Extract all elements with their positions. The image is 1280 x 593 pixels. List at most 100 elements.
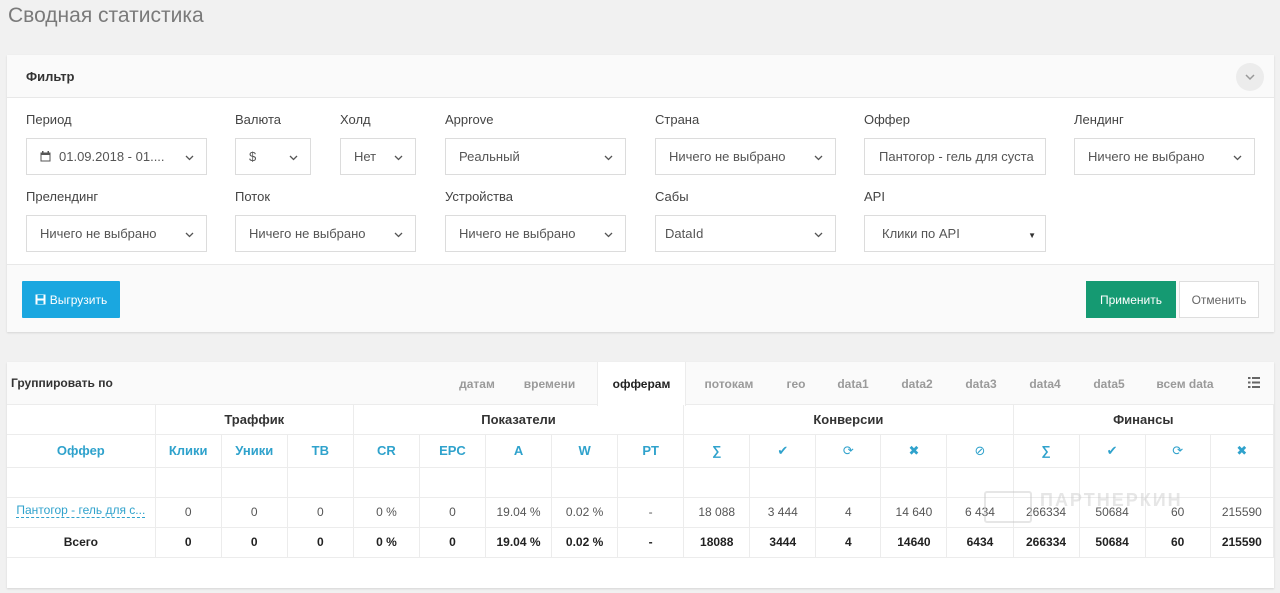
table-cell: 14 640 bbox=[880, 497, 948, 528]
col-pt[interactable]: PT bbox=[617, 434, 685, 468]
check-icon[interactable]: ✔ bbox=[1079, 434, 1146, 468]
tab-data2[interactable]: data2 bbox=[901, 376, 933, 391]
tab-data5[interactable]: data5 bbox=[1093, 376, 1125, 391]
table-row: Пантогор - гель для с... 0 0 0 0 % 0 19.… bbox=[7, 497, 1275, 528]
group-header-row: Траффик Показатели Конверсии Финансы bbox=[7, 405, 1274, 435]
col-cr[interactable]: CR bbox=[353, 434, 420, 468]
hold-value: Нет bbox=[354, 149, 377, 164]
devices-select[interactable]: Ничего не выбрано bbox=[445, 215, 626, 252]
col-epc[interactable]: EPC bbox=[419, 434, 487, 468]
column-header-row: Оффер Клики Уники ТВ CR EPC A W PT ∑ ✔ ⟳… bbox=[7, 434, 1275, 468]
chevron-down-icon bbox=[604, 155, 613, 161]
stats-table: Траффик Показатели Конверсии Финансы Офф… bbox=[7, 405, 1275, 558]
check-icon[interactable]: ✔ bbox=[749, 434, 817, 468]
group-conversions: Конверсии bbox=[683, 405, 1014, 435]
group-finance: Финансы bbox=[1013, 405, 1274, 435]
tab-data4[interactable]: data4 bbox=[1029, 376, 1061, 391]
total-cell: 4 bbox=[815, 527, 882, 558]
collapse-button[interactable] bbox=[1236, 63, 1264, 91]
subs-select[interactable]: DataId bbox=[655, 215, 836, 252]
table-cell: 0 bbox=[419, 497, 487, 528]
calendar-icon bbox=[40, 151, 51, 162]
total-cell: 50684 bbox=[1079, 527, 1146, 558]
chevron-down-icon bbox=[185, 155, 194, 161]
prelanding-select[interactable]: Ничего не выбрано bbox=[26, 215, 207, 252]
chevron-down-icon bbox=[185, 232, 194, 238]
watermark: ПАРТНЕРКИН bbox=[1040, 490, 1183, 510]
total-cell: 19.04 % bbox=[485, 527, 553, 558]
table-cell: 0.02 % bbox=[551, 497, 619, 528]
table-cell: 3 444 bbox=[749, 497, 817, 528]
table-cell: 0 bbox=[287, 497, 354, 528]
period-label: Период bbox=[26, 112, 72, 127]
tab-geo[interactable]: гео bbox=[786, 376, 806, 391]
devices-value: Ничего не выбрано bbox=[459, 226, 576, 241]
api-select[interactable]: Клики по API ▼ bbox=[864, 215, 1046, 252]
columns-menu-icon[interactable] bbox=[1248, 377, 1260, 388]
total-cell: 60 bbox=[1145, 527, 1211, 558]
offer-link[interactable]: Пантогор - гель для с... bbox=[16, 503, 146, 518]
tab-time[interactable]: времени bbox=[523, 376, 576, 391]
x-icon[interactable]: ✖ bbox=[1210, 434, 1275, 468]
col-uniques[interactable]: Уники bbox=[221, 434, 288, 468]
hold-select[interactable]: Нет bbox=[340, 138, 416, 175]
table-cell: 0 bbox=[221, 497, 288, 528]
ban-icon[interactable]: ⊘ bbox=[946, 434, 1014, 468]
subs-value: DataId bbox=[665, 226, 704, 241]
subs-label: Сабы bbox=[655, 189, 689, 204]
currency-select[interactable]: $ bbox=[235, 138, 311, 175]
apply-button[interactable]: Применить bbox=[1086, 281, 1176, 318]
tab-data3[interactable]: data3 bbox=[965, 376, 997, 391]
grouping-bar: Группировать по датам времени офферам по… bbox=[7, 362, 1274, 406]
stream-select[interactable]: Ничего не выбрано bbox=[235, 215, 416, 252]
offer-cell[interactable]: Пантогор - гель для с... bbox=[7, 497, 156, 528]
chevron-down-icon bbox=[1245, 74, 1255, 81]
cancel-button[interactable]: Отменить bbox=[1179, 281, 1259, 318]
sum-icon[interactable]: ∑ bbox=[683, 434, 751, 468]
landing-label: Лендинг bbox=[1074, 112, 1124, 127]
chevron-down-icon bbox=[394, 232, 403, 238]
chevron-down-icon bbox=[814, 232, 823, 238]
total-row: Всего 0 0 0 0 % 0 19.04 % 0.02 % - 18088… bbox=[7, 527, 1275, 558]
sync-icon[interactable]: ⟳ bbox=[1145, 434, 1211, 468]
col-offer[interactable]: Оффер bbox=[7, 434, 156, 468]
country-select[interactable]: Ничего не выбрано bbox=[655, 138, 836, 175]
tab-data1[interactable]: data1 bbox=[837, 376, 869, 391]
grouping-label: Группировать по bbox=[11, 376, 113, 390]
table-cell: 60 bbox=[1145, 497, 1211, 528]
landing-select[interactable]: Ничего не выбрано bbox=[1074, 138, 1255, 175]
total-cell: 0 bbox=[419, 527, 487, 558]
col-clicks[interactable]: Клики bbox=[155, 434, 222, 468]
sync-icon[interactable]: ⟳ bbox=[815, 434, 882, 468]
total-cell: 0 % bbox=[353, 527, 420, 558]
group-traffic: Траффик bbox=[155, 405, 354, 435]
stats-panel: Группировать по датам времени офферам по… bbox=[7, 362, 1275, 588]
total-label: Всего bbox=[7, 527, 156, 558]
approve-select[interactable]: Реальный bbox=[445, 138, 626, 175]
col-w[interactable]: W bbox=[551, 434, 619, 468]
total-cell: 0 bbox=[155, 527, 222, 558]
tab-offers[interactable]: офферам bbox=[597, 362, 686, 406]
offer-label: Оффер bbox=[864, 112, 910, 127]
tab-dates[interactable]: датам bbox=[459, 376, 495, 391]
total-cell: 18088 bbox=[683, 527, 751, 558]
total-cell: 3444 bbox=[749, 527, 817, 558]
chevron-down-icon bbox=[394, 155, 403, 161]
group-empty bbox=[7, 405, 156, 435]
total-cell: 6434 bbox=[946, 527, 1014, 558]
filter-header: Фильтр bbox=[7, 55, 1274, 98]
prelanding-value: Ничего не выбрано bbox=[40, 226, 157, 241]
table-cell: 50684 bbox=[1079, 497, 1146, 528]
x-icon[interactable]: ✖ bbox=[880, 434, 948, 468]
table-cell: 6 434 bbox=[946, 497, 1014, 528]
save-icon bbox=[35, 294, 46, 305]
export-button[interactable]: Выгрузить bbox=[22, 281, 120, 318]
tab-streams[interactable]: потокам bbox=[704, 376, 754, 391]
sum-icon[interactable]: ∑ bbox=[1013, 434, 1080, 468]
col-tb[interactable]: ТВ bbox=[287, 434, 354, 468]
approve-label: Approve bbox=[445, 112, 494, 127]
period-select[interactable]: 01.09.2018 - 01.... bbox=[26, 138, 207, 175]
tab-all-data[interactable]: всем data bbox=[1156, 376, 1214, 391]
col-a[interactable]: A bbox=[485, 434, 553, 468]
offer-input[interactable]: Пантогор - гель для суста bbox=[864, 138, 1046, 175]
